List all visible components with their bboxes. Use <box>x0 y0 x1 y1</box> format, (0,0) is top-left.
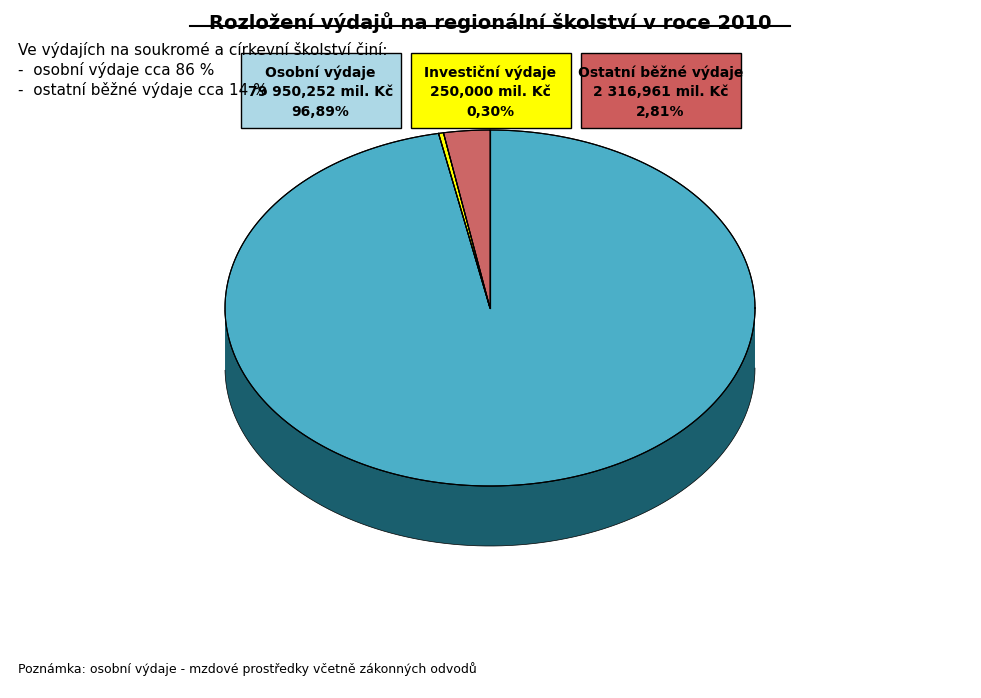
Text: Osobní výdaje: Osobní výdaje <box>265 65 376 80</box>
Text: 96,89%: 96,89% <box>291 105 349 119</box>
FancyBboxPatch shape <box>581 53 741 128</box>
Text: 2,81%: 2,81% <box>637 105 685 119</box>
Text: Rozložení výdajů na regionální školství v roce 2010: Rozložení výdajů na regionální školství … <box>209 12 771 33</box>
Text: 0,30%: 0,30% <box>466 105 515 119</box>
FancyBboxPatch shape <box>240 53 400 128</box>
Polygon shape <box>225 308 755 546</box>
Text: Ve výdajích na soukromé a církevní školství činí:: Ve výdajích na soukromé a církevní škols… <box>18 42 387 58</box>
Polygon shape <box>439 133 490 308</box>
Polygon shape <box>225 130 755 486</box>
Text: -  osobní výdaje cca 86 %: - osobní výdaje cca 86 % <box>18 62 215 78</box>
Text: Ostatní běžné výdaje: Ostatní běžné výdaje <box>578 65 744 80</box>
Text: Poznámka: osobní výdaje - mzdové prostředky včetně zákonných odvodů: Poznámka: osobní výdaje - mzdové prostře… <box>18 662 477 676</box>
Text: 250,000 mil. Kč: 250,000 mil. Kč <box>430 85 551 99</box>
Text: Investiční výdaje: Investiční výdaje <box>425 65 556 80</box>
Text: 2 316,961 mil. Kč: 2 316,961 mil. Kč <box>593 85 728 99</box>
FancyBboxPatch shape <box>410 53 571 128</box>
Polygon shape <box>443 130 490 308</box>
Text: 79 950,252 mil. Kč: 79 950,252 mil. Kč <box>248 85 393 99</box>
Text: -  ostatní běžné výdaje cca 14 %: - ostatní běžné výdaje cca 14 % <box>18 82 268 98</box>
